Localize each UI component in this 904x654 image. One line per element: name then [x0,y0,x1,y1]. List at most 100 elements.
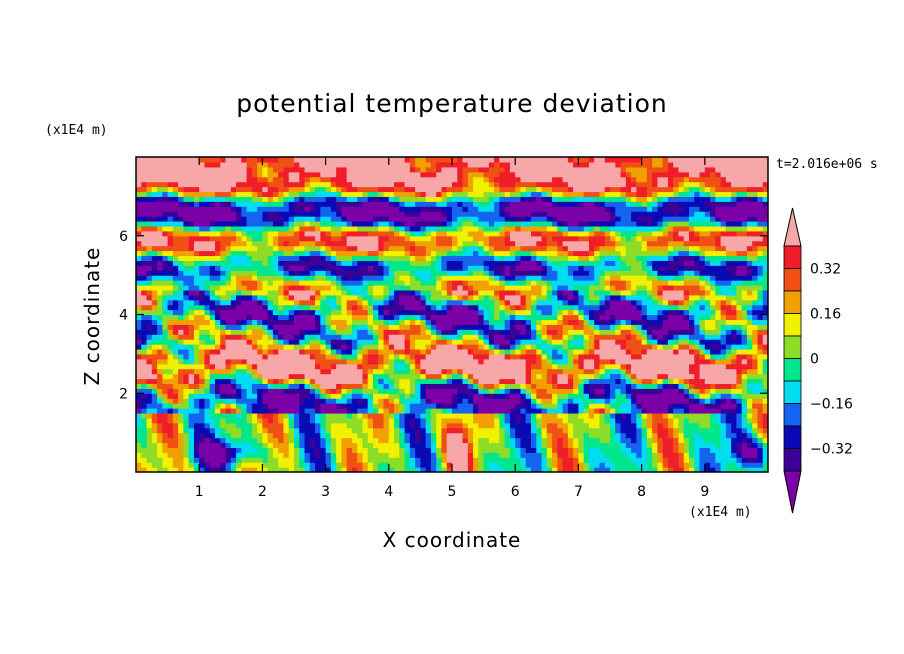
field-cell [136,319,142,325]
field-cell [594,398,601,404]
field-cell [710,393,716,399]
field-cell [731,304,737,311]
field-cell [752,319,759,325]
field-cell [283,388,290,394]
field-cell [225,353,232,360]
field-cell [473,329,479,335]
field-cell [604,398,611,404]
field-cell [699,368,706,375]
field-cell [541,344,548,350]
field-cell [341,348,348,355]
field-cell [762,373,768,380]
field-cell [367,314,374,321]
field-cell [531,314,537,321]
field-cell [441,324,448,330]
field-cell [631,462,637,468]
field-cell [573,284,579,291]
field-cell [673,319,680,325]
field-cell [151,334,158,340]
field-cell [257,363,263,370]
field-cell [436,314,443,321]
field-cell [725,363,732,370]
field-cell [762,467,768,472]
field-cell [425,353,432,360]
field-cell [383,442,390,448]
field-cell [209,452,216,458]
field-cell [209,329,216,335]
field-cell [172,280,179,286]
field-cell [315,319,321,325]
field-cell [299,412,306,419]
field-cell [193,422,200,429]
field-cell [188,457,195,463]
field-cell [251,289,258,296]
field-cell [478,373,485,380]
field-cell [757,284,764,291]
field-cell [209,437,216,444]
field-cell [710,432,716,439]
field-cell [267,403,274,409]
field-cell [367,304,374,311]
field-cell [615,403,622,409]
field-cell [509,284,516,291]
field-cell [757,314,764,321]
field-cell [536,442,543,448]
field-cell [146,270,153,276]
field-cell [415,398,421,404]
field-cell [667,368,674,375]
field-cell [436,383,443,389]
field-cell [662,447,669,453]
field-cell [483,314,490,321]
x-unit-label: (x1E4 m) [689,505,752,520]
field-cell [573,314,579,321]
field-cell [631,284,637,291]
field-cell [599,309,606,316]
field-cell [625,348,632,355]
field-cell [136,358,142,365]
field-cell [673,284,680,291]
field-cell [283,353,290,360]
field-cell [678,398,685,404]
field-cell [646,432,653,439]
field-cell [246,398,253,404]
field-cell [552,324,558,330]
field-cell [504,309,511,316]
field-cell [436,378,443,385]
field-cell [404,299,411,306]
field-cell [657,275,664,281]
field-cell [188,393,195,399]
field-cell [294,447,300,453]
field-cell [594,427,601,434]
field-cell [283,408,290,414]
field-cell [272,427,279,434]
field-cell [704,314,711,321]
field-cell [278,417,285,424]
field-cell [367,398,374,404]
field-cell [525,284,532,291]
field-cell [373,442,379,448]
field-cell [525,314,532,321]
field-cell [520,270,527,276]
field-cell [399,289,406,296]
field-cell [546,334,553,340]
field-cell [462,280,469,286]
field-cell [446,309,453,316]
field-cell [657,383,664,389]
field-cell [278,265,285,271]
field-cell [462,378,469,385]
field-cell [209,462,216,468]
field-cell [625,417,632,424]
field-cell [172,304,179,311]
field-cell [409,344,416,350]
field-cell [183,363,190,370]
field-cell [294,408,300,414]
field-cell [341,437,348,444]
field-cell [488,314,495,321]
field-cell [172,299,179,306]
field-cell [183,427,190,434]
field-cell [452,398,458,404]
field-cell [625,275,632,281]
field-cell [420,427,427,434]
field-cell [251,398,258,404]
field-cell [141,289,148,296]
